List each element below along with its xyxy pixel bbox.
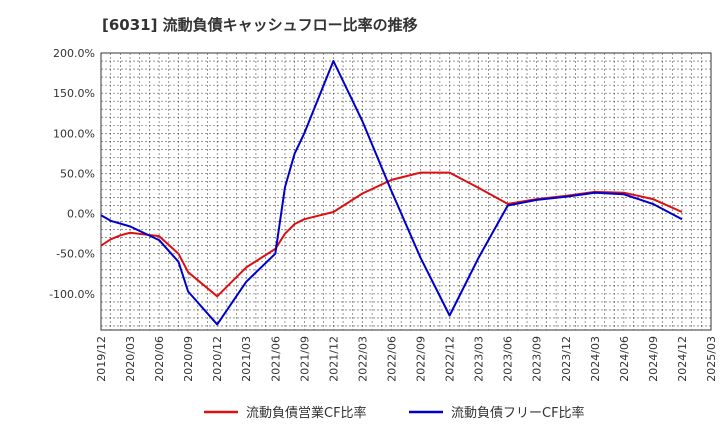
x-tick-label: 2024/06 xyxy=(618,336,631,382)
x-tick-label: 2023/06 xyxy=(502,336,515,382)
x-tick-label: 2023/09 xyxy=(531,336,544,382)
x-tick-label: 2022/12 xyxy=(444,336,457,382)
chart-title: [6031] 流動負債キャッシュフロー比率の推移 xyxy=(102,16,418,34)
plot-frame xyxy=(100,52,712,331)
x-tick-label: 2021/09 xyxy=(298,336,311,382)
legend-label-1: 流動負債営業CF比率 xyxy=(246,405,367,421)
x-tick-label: 2023/12 xyxy=(560,336,573,382)
y-tick-label: -100.0% xyxy=(49,288,95,301)
x-tick-label: 2021/06 xyxy=(269,336,282,382)
x-tick-label: 2020/06 xyxy=(153,336,166,382)
x-tick-label: 2022/09 xyxy=(415,336,428,382)
y-tick-label: 200.0% xyxy=(53,47,95,60)
x-tick-label: 2025/03 xyxy=(705,336,718,382)
legend-label-2: 流動負債フリーCF比率 xyxy=(451,405,585,421)
x-tick-label: 2024/03 xyxy=(589,336,602,382)
x-tick-label: 2020/09 xyxy=(182,336,195,382)
y-tick-label: 0.0% xyxy=(67,208,95,221)
y-tick-label: -50.0% xyxy=(56,248,95,261)
x-tick-label: 2021/03 xyxy=(240,336,253,382)
x-tick-label: 2022/06 xyxy=(385,336,398,382)
x-tick-label: 2023/03 xyxy=(473,336,486,382)
x-tick-label: 2020/03 xyxy=(124,336,137,382)
x-tick-label: 2024/12 xyxy=(676,336,689,382)
x-tick-label: 2020/12 xyxy=(211,336,224,382)
series-line-2 xyxy=(100,60,683,326)
x-tick-label: 2019/12 xyxy=(95,336,108,382)
x-tick-label: 2022/03 xyxy=(356,336,369,382)
y-tick-label: 50.0% xyxy=(60,167,95,180)
plot-area: 200.0% 150.0% 100.0% 50.0% 0.0% -50.0% -100.0%… xyxy=(49,47,718,421)
y-tick-label: 150.0% xyxy=(53,87,95,100)
x-tick-label: 2024/09 xyxy=(647,336,660,382)
x-tick-label: 2021/12 xyxy=(327,336,340,382)
y-tick-label: 100.0% xyxy=(53,127,95,140)
